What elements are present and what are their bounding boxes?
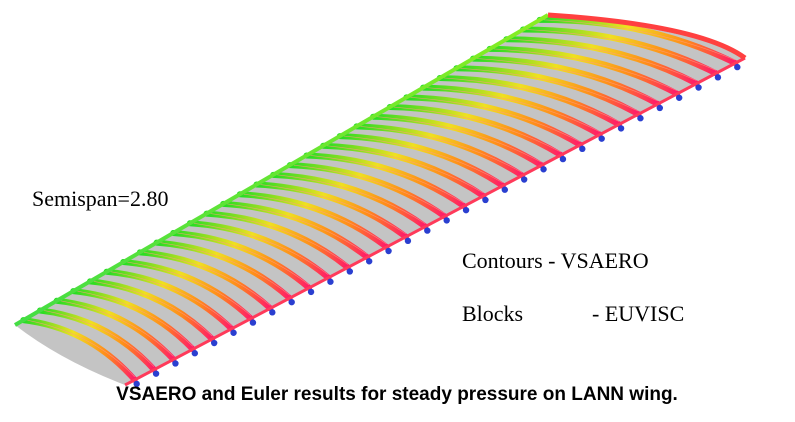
contour-stripe [403,94,584,148]
blocks-source-label: - EUVISC [592,301,684,326]
block-marker [520,176,528,183]
block-marker [346,268,354,275]
block-marker [404,237,412,245]
contour-line [343,135,503,183]
block-marker [307,288,315,296]
contour-line [93,281,213,337]
contour-line [460,67,639,112]
block-marker [230,329,237,336]
block-marker [288,298,295,306]
contour-line [410,97,581,143]
contour-line [260,184,407,235]
trailing-edge [124,56,746,387]
contour-line [493,48,678,92]
block-marker [172,360,179,367]
block-marker [385,247,392,255]
contour-line [360,126,523,173]
contour-line [526,29,717,71]
block-marker [501,186,509,193]
block-marker [249,319,257,326]
semispan-label: Semispan=2.80 [32,186,168,211]
contour-stripe [220,200,371,261]
contour-line [43,310,155,367]
contour-stripe [336,133,506,189]
block-marker [540,166,547,173]
euler-blocks [133,63,741,388]
contour-stripe [370,113,545,169]
contour-line [127,261,252,316]
contour-line [477,58,658,102]
contour-line [310,155,465,204]
contour-line [177,232,310,286]
contour-line [327,145,484,194]
contour-stripe [386,104,564,159]
contour-line [160,242,290,296]
contour-stripe [303,152,468,210]
contour-line [77,290,194,347]
contour-line [60,300,174,357]
contours-label: Contours - VSAERO [462,248,649,273]
contour-stripe [470,55,661,107]
contour-stripe [503,36,700,87]
block-marker [365,258,373,265]
contour-stripe [420,84,603,138]
contour-line [377,116,542,163]
contour-stripe [236,191,390,251]
block-marker [210,339,218,347]
contour-line [543,19,736,61]
block-marker [462,206,470,214]
block-marker [559,155,567,163]
block-marker [424,227,431,234]
block-marker [598,135,605,142]
contour-stripe [536,16,739,67]
contour-line [393,106,562,153]
contour-line [110,271,232,327]
contour-stripe [436,74,623,128]
wing-tip [547,12,747,61]
block-marker [617,125,625,132]
contour-stripe [186,220,332,281]
contour-stripe [203,210,351,271]
contour-line [143,252,271,306]
blocks-label: Blocks [462,301,523,326]
contour-stripe [320,142,487,199]
contour-stripe [353,123,526,179]
contour-line [277,174,426,224]
contour-stripe [453,65,642,118]
contour-line [427,87,600,132]
block-marker [637,115,644,122]
contour-line [27,319,135,378]
pressure-contours [20,16,739,383]
block-marker [482,196,489,204]
contour-line [227,203,368,255]
block-marker [152,370,160,377]
block-marker [579,145,586,153]
block-marker [269,309,276,316]
contour-line [193,222,329,275]
block-marker [714,74,722,81]
contour-stripe [486,45,681,97]
contour-line [243,193,387,245]
caption: VSAERO and Euler results for steady pres… [116,384,678,405]
block-marker [191,350,199,357]
contour-line [293,164,445,214]
contour-stripe [520,26,719,77]
leading-edge [13,13,550,327]
block-marker [443,217,450,224]
block-marker [656,104,664,112]
block-marker [734,63,741,71]
contour-stripe [270,171,429,230]
contour-line [443,77,620,122]
block-marker [133,380,140,388]
contour-stripe [253,181,409,240]
contour-stripe [286,162,448,220]
contour-line [210,213,348,265]
block-marker [327,278,334,285]
block-marker [695,84,702,91]
block-marker [675,94,683,101]
contour-line [510,38,697,81]
